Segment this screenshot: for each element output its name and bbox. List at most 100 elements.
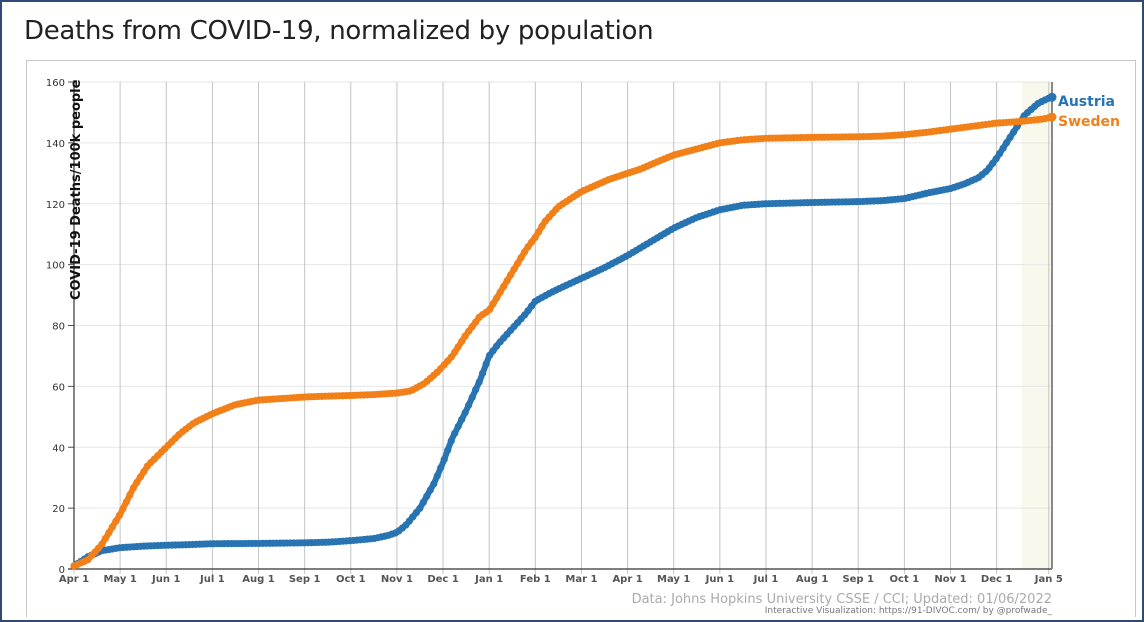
data-point <box>451 348 459 356</box>
series-label-austria: Austria <box>1058 94 1115 110</box>
y-tick-label: 40 <box>52 443 65 454</box>
data-point <box>444 446 452 454</box>
data-point <box>503 277 511 285</box>
x-tick-label: Dec 1 <box>981 574 1012 585</box>
data-point <box>454 422 462 430</box>
x-tick-label: Feb 1 <box>520 574 551 585</box>
x-tick-label: Aug 1 <box>242 574 274 585</box>
data-point <box>426 486 434 494</box>
data-point <box>1006 133 1014 141</box>
series-line <box>71 94 1055 569</box>
data-point <box>475 378 483 386</box>
data-point <box>468 393 476 401</box>
data-point <box>531 233 539 242</box>
data-point <box>458 415 466 424</box>
series-line <box>71 114 1055 569</box>
data-point <box>461 408 469 417</box>
data-point <box>437 464 445 472</box>
series-label-sweden: Sweden <box>1058 114 1120 130</box>
x-tick-label: Jan 5 <box>1034 574 1063 585</box>
data-point <box>479 369 487 377</box>
y-tick-label: 120 <box>46 200 65 211</box>
data-point <box>440 455 448 463</box>
x-tick-label: Oct 1 <box>890 574 920 585</box>
data-point <box>430 480 438 488</box>
data-point <box>1002 139 1011 147</box>
data-point <box>133 478 141 486</box>
data-point <box>534 228 543 236</box>
x-tick-label: Apr 1 <box>612 574 642 585</box>
x-tick-label: Apr 1 <box>59 574 89 585</box>
x-tick-label: Nov 1 <box>381 574 413 585</box>
data-point <box>520 248 529 256</box>
data-point <box>507 271 515 279</box>
data-point <box>1009 128 1018 136</box>
data-point <box>122 498 130 506</box>
data-point <box>458 337 466 346</box>
data-point <box>996 149 1004 158</box>
x-tick-label: Jul 1 <box>753 574 779 585</box>
data-point <box>482 360 490 368</box>
data-point <box>454 343 462 351</box>
data-point <box>472 386 480 394</box>
series-sweden <box>70 112 1057 570</box>
y-axis-label: COVID-19 Deaths/100k people <box>69 79 84 300</box>
data-point <box>433 472 441 480</box>
data-point <box>496 288 504 296</box>
data-point <box>510 265 518 273</box>
x-tick-label: Jun 1 <box>705 574 734 585</box>
series-end-point <box>1047 92 1057 102</box>
data-point <box>465 401 473 409</box>
data-point <box>101 534 110 543</box>
data-point <box>489 300 497 308</box>
x-tick-label: Jan 1 <box>474 574 503 585</box>
x-tick-label: Dec 1 <box>427 574 458 585</box>
data-point <box>447 437 455 445</box>
data-point <box>140 468 148 476</box>
page-title: Deaths from COVID-19, normalized by popu… <box>24 16 654 46</box>
y-tick-label: 20 <box>52 504 65 515</box>
data-point <box>416 504 424 512</box>
data-point <box>136 473 144 481</box>
data-point <box>112 517 120 525</box>
data-point <box>517 254 525 262</box>
data-point <box>500 282 508 291</box>
x-tick-label: Jul 1 <box>199 574 225 585</box>
y-tick-label: 80 <box>52 322 65 333</box>
x-tick-label: May 1 <box>657 574 690 585</box>
data-point <box>451 429 459 437</box>
data-point <box>419 498 427 506</box>
y-tick-label: 100 <box>46 261 65 272</box>
x-tick-label: Jun 1 <box>151 574 180 585</box>
x-tick-label: Nov 1 <box>934 574 966 585</box>
x-tick-label: Mar 1 <box>565 574 597 585</box>
data-point <box>513 259 522 268</box>
x-tick-label: May 1 <box>103 574 136 585</box>
data-point <box>493 294 501 302</box>
x-tick-label: Sep 1 <box>842 574 874 585</box>
data-point <box>129 484 137 492</box>
data-point <box>538 222 546 230</box>
data-point <box>105 529 113 537</box>
data-point <box>108 523 117 531</box>
y-tick-label: 160 <box>46 78 65 89</box>
data-point <box>423 492 431 500</box>
data-point <box>119 505 127 513</box>
data-point <box>992 155 1000 163</box>
series-end-point <box>1047 112 1057 122</box>
x-tick-label: Oct 1 <box>336 574 366 585</box>
y-tick-label: 60 <box>52 382 65 393</box>
data-point <box>486 305 494 314</box>
data-point <box>98 540 106 548</box>
data-point <box>115 511 124 520</box>
data-point <box>126 491 134 499</box>
series-austria <box>70 92 1057 570</box>
y-tick-label: 0 <box>59 565 65 576</box>
data-point <box>999 144 1007 152</box>
source-note: Data: Johns Hopkins University CSSE / CC… <box>632 592 1052 607</box>
x-tick-label: Sep 1 <box>289 574 321 585</box>
y-tick-label: 140 <box>46 139 65 150</box>
x-tick-label: Aug 1 <box>796 574 828 585</box>
